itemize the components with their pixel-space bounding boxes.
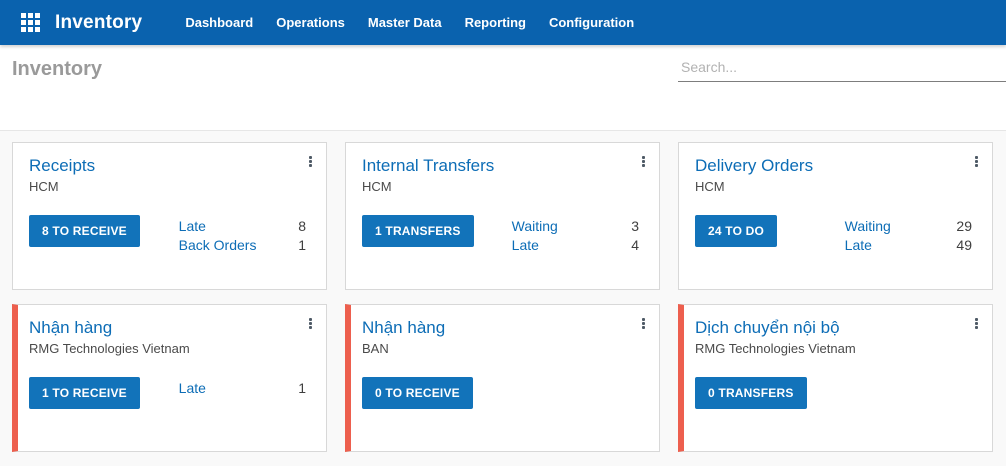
stat-row[interactable]: Late 8	[179, 217, 306, 236]
kanban-card-internal-transfers: Internal Transfers HCM 1 TRANSFERS Waiti…	[345, 142, 660, 290]
card-title[interactable]: Nhận hàng	[362, 318, 446, 337]
card-title[interactable]: Delivery Orders	[695, 156, 814, 175]
kebab-menu-icon[interactable]	[972, 315, 981, 332]
dashboard-content: Receipts HCM 8 TO RECEIVE Late 8 Back Or…	[0, 131, 1006, 466]
nav-item-dashboard[interactable]: Dashboard	[185, 15, 254, 30]
kanban-card-nhan-hang-rmg: Nhận hàng RMG Technologies Vietnam 1 TO …	[12, 304, 327, 452]
stat-value: 49	[956, 237, 972, 253]
card-primary-button[interactable]: 8 TO RECEIVE	[29, 215, 140, 247]
kebab-menu-icon[interactable]	[639, 315, 648, 332]
stat-row[interactable]: Late 49	[845, 236, 972, 255]
kebab-menu-icon[interactable]	[306, 315, 315, 332]
card-subtitle: HCM	[695, 179, 725, 194]
kanban-card-dich-chuyen-noi-bo: Dịch chuyển nội bộ RMG Technologies Viet…	[678, 304, 993, 452]
stat-label: Back Orders	[178, 237, 257, 253]
card-stats: Waiting 29 Late 49	[845, 217, 972, 255]
kebab-menu-icon[interactable]	[639, 153, 648, 170]
stat-label: Waiting	[844, 218, 891, 234]
kanban-card-nhan-hang-ban: Nhận hàng BAN 0 TO RECEIVE	[345, 304, 660, 452]
card-primary-button[interactable]: 24 TO DO	[695, 215, 778, 247]
card-stats: Late 8 Back Orders 1	[179, 217, 306, 255]
stat-value: 8	[298, 218, 306, 234]
card-stats: Waiting 3 Late 4	[512, 217, 639, 255]
card-title[interactable]: Dịch chuyển nội bộ	[695, 318, 840, 337]
card-primary-button[interactable]: 0 TRANSFERS	[695, 377, 807, 409]
stat-value: 4	[631, 237, 639, 253]
card-subtitle: RMG Technologies Vietnam	[29, 341, 190, 356]
card-primary-button[interactable]: 1 TO RECEIVE	[29, 377, 140, 409]
stat-label: Late	[511, 237, 539, 253]
nav-item-configuration[interactable]: Configuration	[548, 15, 635, 30]
stat-label: Late	[844, 237, 872, 253]
stat-label: Late	[178, 218, 206, 234]
nav-item-reporting[interactable]: Reporting	[464, 15, 526, 30]
main-menu: Dashboard Operations Master Data Reporti…	[183, 11, 636, 34]
stat-row[interactable]: Back Orders 1	[179, 236, 306, 255]
stat-label: Waiting	[511, 218, 558, 234]
kebab-menu-icon[interactable]	[972, 153, 981, 170]
stat-value: 1	[298, 237, 306, 253]
card-subtitle: BAN	[362, 341, 389, 356]
card-primary-button[interactable]: 0 TO RECEIVE	[362, 377, 473, 409]
card-title[interactable]: Nhận hàng	[29, 318, 113, 337]
stat-value: 1	[298, 380, 306, 396]
control-panel: Inventory	[0, 45, 1006, 131]
kanban-card-receipts: Receipts HCM 8 TO RECEIVE Late 8 Back Or…	[12, 142, 327, 290]
stat-value: 29	[956, 218, 972, 234]
stat-row[interactable]: Waiting 29	[845, 217, 972, 236]
page-title: Inventory	[12, 58, 103, 80]
stat-row[interactable]: Late 1	[179, 379, 306, 398]
kebab-menu-icon[interactable]	[306, 153, 315, 170]
stat-row[interactable]: Late 4	[512, 236, 639, 255]
nav-item-operations[interactable]: Operations	[276, 15, 345, 30]
stat-row[interactable]: Waiting 3	[512, 217, 639, 236]
app-title[interactable]: Inventory	[55, 11, 143, 33]
top-navbar: Inventory Dashboard Operations Master Da…	[0, 0, 1006, 45]
stat-label: Late	[178, 380, 206, 396]
card-subtitle: HCM	[29, 179, 59, 194]
nav-item-master-data[interactable]: Master Data	[367, 15, 442, 30]
kanban-card-delivery-orders: Delivery Orders HCM 24 TO DO Waiting 29 …	[678, 142, 993, 290]
search-input[interactable]	[678, 54, 1006, 82]
card-title[interactable]: Internal Transfers	[362, 156, 495, 175]
kanban-grid: Receipts HCM 8 TO RECEIVE Late 8 Back Or…	[12, 142, 994, 452]
card-stats: Late 1	[179, 379, 306, 398]
card-subtitle: HCM	[362, 179, 392, 194]
card-subtitle: RMG Technologies Vietnam	[695, 341, 856, 356]
apps-grid-icon[interactable]	[21, 13, 40, 32]
card-title[interactable]: Receipts	[29, 156, 96, 175]
stat-value: 3	[631, 218, 639, 234]
card-primary-button[interactable]: 1 TRANSFERS	[362, 215, 474, 247]
